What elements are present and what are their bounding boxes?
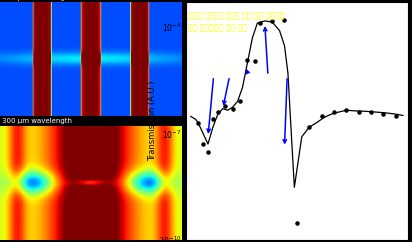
Point bbox=[330, 110, 337, 114]
Text: 300 μm wavelength: 300 μm wavelength bbox=[2, 118, 72, 124]
Text: 한개의 구조체를 이용한 다중 파장 영역대에
서의 플라즈모닉 공명 현상: 한개의 구조체를 이용한 다중 파장 영역대에 서의 플라즈모닉 공명 현상 bbox=[188, 11, 284, 32]
Text: 150 μm wavelength: 150 μm wavelength bbox=[2, 0, 72, 1]
Y-axis label: Transmission (A.U.): Transmission (A.U.) bbox=[148, 81, 157, 161]
Point bbox=[306, 125, 312, 129]
Point bbox=[244, 58, 251, 62]
Point bbox=[343, 108, 349, 112]
Point bbox=[281, 18, 288, 22]
Point bbox=[392, 114, 399, 118]
Point bbox=[195, 121, 201, 125]
Point bbox=[229, 107, 236, 111]
Point bbox=[237, 99, 243, 103]
Point bbox=[269, 19, 276, 23]
Point bbox=[252, 59, 258, 63]
Point bbox=[205, 150, 211, 154]
Point bbox=[215, 110, 221, 114]
Point bbox=[355, 110, 362, 114]
Point bbox=[257, 21, 263, 25]
Point bbox=[293, 221, 300, 225]
Point bbox=[318, 114, 325, 118]
Point bbox=[200, 142, 206, 146]
Point bbox=[210, 117, 216, 121]
Point bbox=[222, 104, 229, 108]
Text: 6: 6 bbox=[400, 231, 406, 240]
Point bbox=[368, 110, 374, 114]
Point bbox=[380, 112, 386, 116]
